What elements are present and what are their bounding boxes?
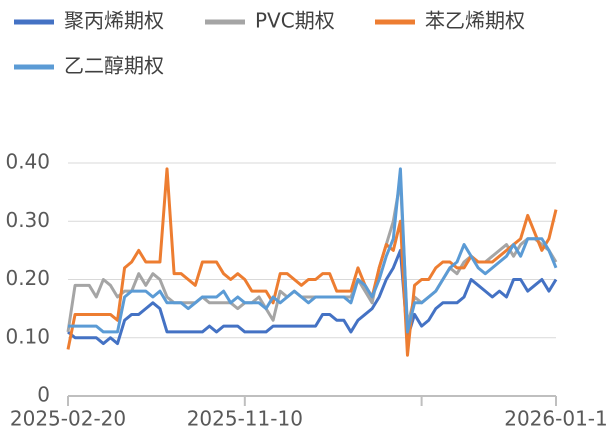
series-line [67,248,558,346]
legend-label: 苯乙烯期权 [425,9,525,33]
y-tick-label: 0.10 [5,324,50,348]
x-tick-label: 2026-01-1 [504,407,608,431]
legend-label: 聚丙烯期权 [64,9,164,33]
y-tick-label: 0.30 [5,208,50,232]
x-tick-label: 2025-02-20 [10,407,126,431]
x-tick-label: 2025-11-10 [187,407,303,431]
series-line [68,167,558,334]
legend-label: 乙二醇期权 [64,54,164,78]
y-tick-label: 0.20 [5,266,50,290]
legend-label: PVC期权 [255,9,335,33]
y-tick-label: 0 [37,383,50,407]
y-tick-label: 0.40 [5,150,50,174]
series-line [66,167,558,357]
